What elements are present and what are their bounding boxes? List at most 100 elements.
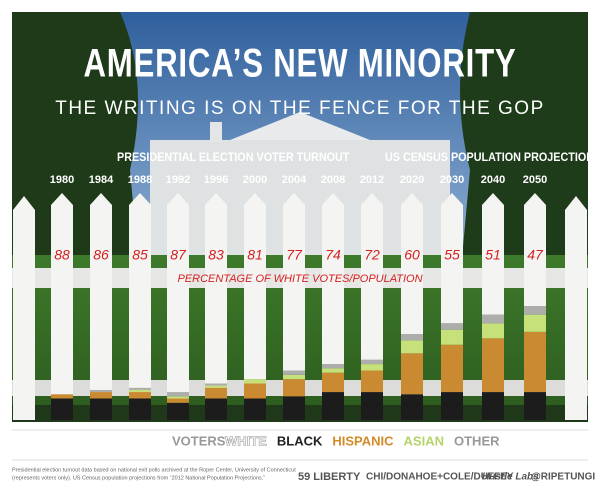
picket-tip <box>361 193 383 205</box>
value-label: 83 <box>208 247 224 263</box>
legend: VOTERS: WHITE BLACK HISPANIC ASIAN OTHER <box>172 433 500 449</box>
bar-segment <box>482 338 504 393</box>
bar-segment <box>322 372 344 393</box>
x-tick-label: 2008 <box>321 174 345 186</box>
bar-segment <box>322 392 344 420</box>
bar-segment <box>167 396 189 399</box>
bar-segment <box>90 389 112 393</box>
bar-segment <box>441 205 463 324</box>
bar-segment <box>90 205 112 390</box>
x-tick-label: 2050 <box>523 174 547 186</box>
picket-tip <box>441 193 463 205</box>
bar-segment <box>129 389 151 393</box>
value-label: 88 <box>54 247 70 263</box>
x-tick-label: 1980 <box>50 174 74 186</box>
bar-segment <box>244 205 266 380</box>
bar-segment <box>167 392 189 397</box>
bar-segment <box>51 394 73 399</box>
bar-segment <box>482 205 504 315</box>
value-label: 55 <box>444 247 460 263</box>
bar-segment <box>283 379 305 397</box>
bar-segment <box>283 370 305 375</box>
credit: @RIPETUNGI <box>531 472 595 483</box>
bar-segment <box>482 392 504 420</box>
value-label: 72 <box>364 247 380 263</box>
bar-segment <box>401 353 423 395</box>
x-tick-label: 2004 <box>282 174 307 186</box>
bar-segment <box>401 394 423 420</box>
bar-segment <box>51 205 73 395</box>
bar-segment <box>167 398 189 403</box>
bar-segment <box>361 205 383 360</box>
fence <box>13 193 587 420</box>
bar-segment <box>129 392 151 399</box>
picket-tip <box>129 193 151 205</box>
x-tick-label: 2020 <box>400 174 424 186</box>
bar-segment <box>244 379 266 384</box>
bar-segment <box>90 392 112 399</box>
legend-entry: OTHER <box>454 433 500 448</box>
legend-entry: WHITE <box>225 433 267 448</box>
bar-segment <box>205 398 227 420</box>
value-label: 47 <box>527 247 544 263</box>
x-tick-label: 1992 <box>166 174 190 186</box>
bar-segment <box>205 387 227 399</box>
credit: CHI/DONAHOE+COLE/DUFFEY <box>366 472 514 483</box>
bar-segment <box>524 331 546 393</box>
bar-segment <box>167 205 189 393</box>
bar-segment <box>361 370 383 393</box>
bar-segment <box>205 383 227 386</box>
bar-segment <box>205 385 227 388</box>
value-label: 60 <box>404 247 420 263</box>
picket-tip <box>401 193 423 205</box>
bar-segment <box>441 323 463 330</box>
bar-segment <box>90 398 112 420</box>
annotation: PERCENTAGE OF WHITE VOTES/POPULATION <box>177 273 422 285</box>
bar-segment <box>441 329 463 345</box>
bar-segment <box>244 383 266 399</box>
legend-entry: HISPANIC <box>332 433 394 448</box>
picket-tip <box>244 193 266 205</box>
bar-segment <box>129 387 151 390</box>
picket-tip <box>51 193 73 205</box>
bar-segment <box>524 205 546 307</box>
bar-segment <box>129 398 151 420</box>
value-label: 81 <box>247 247 263 263</box>
legend-entry: BLACK <box>277 433 323 448</box>
bar-segment <box>441 392 463 420</box>
x-tick-label: 2030 <box>440 174 464 186</box>
section-label: PRESIDENTIAL ELECTION VOTER TURNOUT <box>117 152 349 165</box>
x-tick-label: 1988 <box>128 174 152 186</box>
picket-tip <box>482 193 504 205</box>
picket-tip <box>524 193 546 205</box>
bar-segment <box>51 398 73 420</box>
subtitle: THE WRITING IS ON THE FENCE FOR THE GOP <box>55 98 545 119</box>
value-label: 85 <box>132 247 148 263</box>
x-tick-label: 2040 <box>481 174 505 186</box>
bar-segment <box>401 205 423 334</box>
bar-segment <box>524 314 546 332</box>
bar-segment <box>244 398 266 420</box>
picket-tip <box>167 193 189 205</box>
bar-segment <box>322 364 344 369</box>
bar-segment <box>524 392 546 420</box>
source-note: (represents voters only). US Census popu… <box>12 475 265 481</box>
bar-segment <box>205 205 227 384</box>
bar-segment <box>283 396 305 420</box>
credit: Hustle Labs <box>482 472 539 483</box>
bar-segment <box>129 205 151 388</box>
credit: 59 LIBERTY <box>298 471 361 483</box>
title: AMERICA’S NEW MINORITY <box>83 41 516 86</box>
bar-segment <box>524 306 546 315</box>
bar-segment <box>482 323 504 339</box>
bar-segment <box>283 205 305 371</box>
bar-segment <box>322 368 344 373</box>
x-tick-label: 2012 <box>360 174 384 186</box>
value-label: 77 <box>286 247 303 263</box>
value-label: 51 <box>485 247 501 263</box>
picket-tip <box>205 193 227 205</box>
x-tick-label: 1984 <box>89 174 114 186</box>
legend-entry: ASIAN <box>404 433 444 448</box>
bar-segment <box>441 344 463 393</box>
